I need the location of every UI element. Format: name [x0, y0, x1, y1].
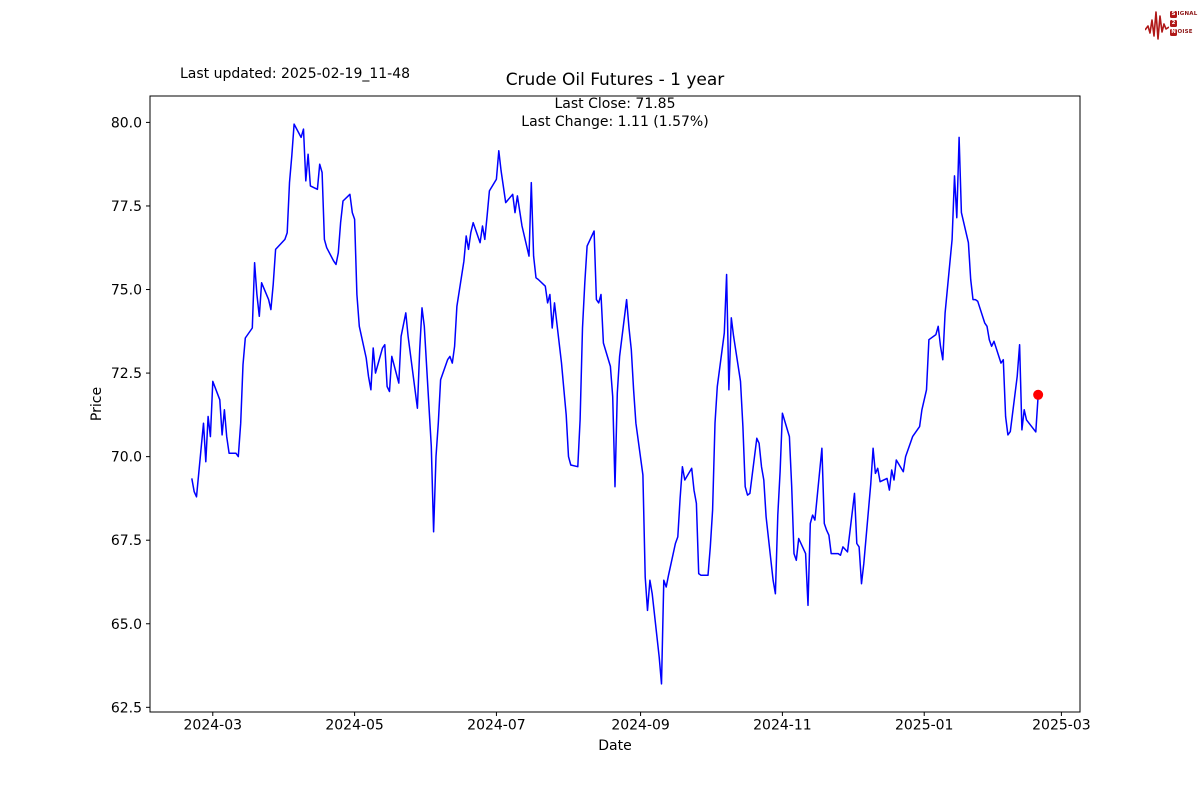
svg-text:2024-09: 2024-09 [611, 718, 670, 734]
signal-2-noise-logo: S IGNAL 2 N OISE [1145, 4, 1197, 42]
logo-letter-n: N [1170, 28, 1177, 36]
svg-text:70.0: 70.0 [111, 450, 142, 466]
last-change-line: Last Change: 1.11 (1.57%) [521, 114, 709, 130]
logo-word-noise: OISE [1177, 29, 1193, 35]
svg-text:2025-03: 2025-03 [1032, 718, 1091, 734]
logo-letter-s: S [1170, 10, 1177, 18]
chart-title: Crude Oil Futures - 1 year [505, 70, 725, 90]
svg-text:2024-07: 2024-07 [467, 718, 526, 734]
last-close-line: Last Close: 71.85 [554, 96, 676, 112]
svg-text:2024-11: 2024-11 [753, 718, 812, 734]
last-updated-label: Last updated: 2025-02-19_11-48 [180, 66, 411, 82]
logo-word-signal: IGNAL [1177, 11, 1198, 17]
svg-text:75.0: 75.0 [111, 283, 142, 299]
svg-text:80.0: 80.0 [111, 115, 142, 131]
x-axis-label: Date [598, 738, 632, 754]
svg-text:67.5: 67.5 [111, 533, 142, 549]
logo-text: S IGNAL 2 N OISE [1170, 10, 1197, 36]
svg-text:65.0: 65.0 [111, 617, 142, 633]
logo-letter-2: 2 [1170, 19, 1177, 27]
svg-text:62.5: 62.5 [111, 700, 142, 716]
y-axis-label: Price [89, 386, 105, 422]
svg-text:2025-01: 2025-01 [895, 718, 954, 734]
svg-text:2024-05: 2024-05 [325, 718, 384, 734]
waveform-icon [1145, 11, 1169, 40]
last-close-annotation: Last Close: 71.85 Last Change: 1.11 (1.5… [150, 95, 1080, 131]
svg-text:2024-03: 2024-03 [184, 718, 243, 734]
svg-text:77.5: 77.5 [111, 199, 142, 215]
svg-text:72.5: 72.5 [111, 366, 142, 382]
